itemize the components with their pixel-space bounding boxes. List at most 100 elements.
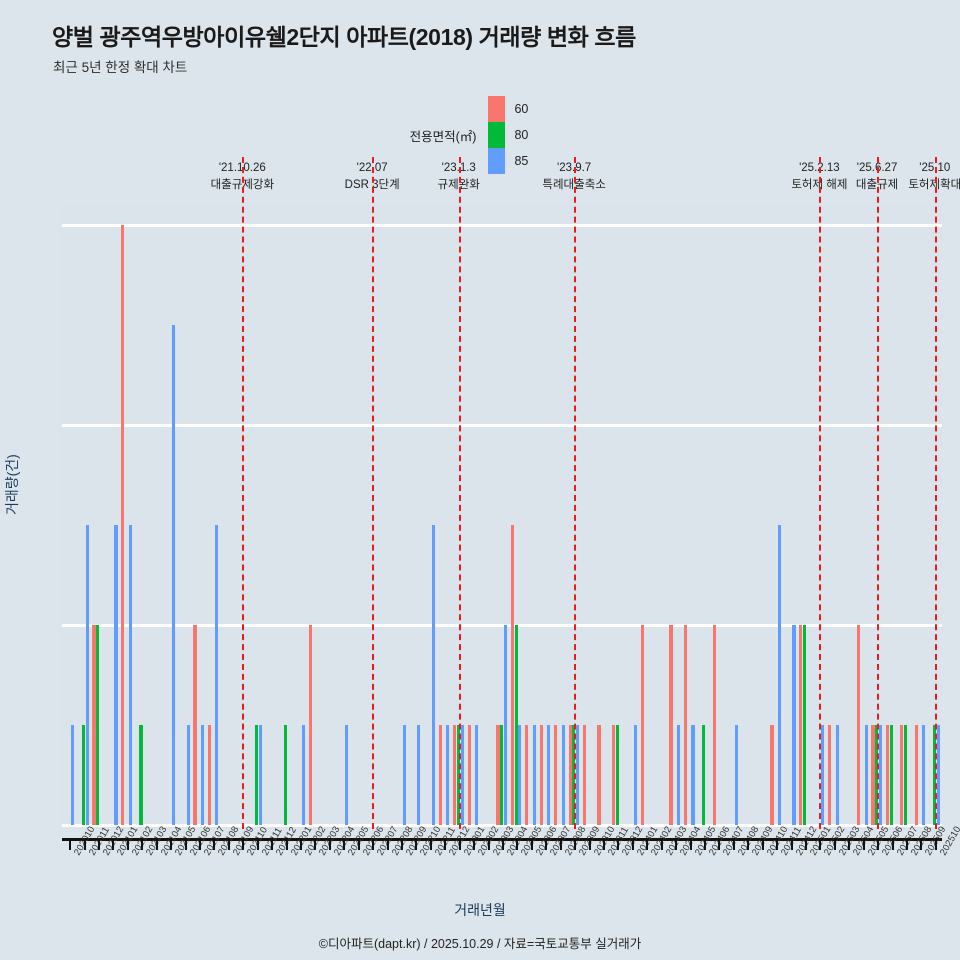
bar-202301-60[interactable] — [453, 725, 457, 825]
bar-202404-85[interactable] — [676, 725, 681, 825]
bar-202306-60[interactable] — [525, 725, 529, 825]
bar-202407-60[interactable] — [712, 625, 716, 825]
bar-202501-60[interactable] — [799, 625, 803, 825]
bar-202405-85[interactable] — [691, 725, 695, 825]
bar-202310-60[interactable] — [582, 725, 587, 825]
bar-202111-85[interactable] — [258, 725, 262, 825]
legend-item-85[interactable]: 85 — [488, 148, 540, 174]
bar-202201-80[interactable] — [283, 725, 287, 825]
x-tick-202305 — [516, 838, 519, 850]
x-tick-202202 — [300, 838, 303, 850]
x-tick-202103 — [141, 838, 144, 850]
bar-202106-85[interactable] — [186, 725, 190, 825]
x-tick-202308 — [559, 838, 562, 850]
bar-202011-85[interactable] — [85, 525, 89, 825]
bar-202108-85[interactable] — [215, 525, 219, 825]
bar-202508-80[interactable] — [904, 725, 908, 825]
bar-202311-60[interactable] — [597, 725, 601, 825]
bar-202212-60[interactable] — [438, 725, 442, 825]
bar-202307-85[interactable] — [547, 725, 551, 825]
bar-202301-85[interactable] — [460, 725, 464, 825]
bar-202502-85[interactable] — [821, 725, 825, 825]
bar-202510-80[interactable] — [932, 725, 937, 825]
x-tick-202112 — [271, 838, 274, 850]
bar-202505-85[interactable] — [864, 725, 868, 825]
bar-202312-80[interactable] — [615, 725, 619, 825]
bar-202306-85[interactable] — [532, 725, 536, 825]
bar-202202-85[interactable] — [301, 725, 306, 825]
bar-202105-85[interactable] — [172, 325, 176, 825]
x-tick-202406 — [703, 838, 706, 850]
bar-202011-80[interactable] — [81, 725, 85, 825]
bar-202503-60[interactable] — [828, 725, 832, 825]
x-tick-202412 — [790, 838, 793, 850]
bar-202111-80[interactable] — [254, 725, 259, 825]
event-line-202301 — [458, 157, 461, 829]
bar-202507-60[interactable] — [885, 725, 890, 825]
bar-202503-85[interactable] — [835, 725, 839, 825]
bar-202412-85[interactable] — [792, 625, 796, 825]
bar-202304-85[interactable] — [503, 625, 508, 825]
bar-202509-85[interactable] — [922, 725, 926, 825]
bar-202309-80[interactable] — [572, 725, 576, 825]
legend-item-60[interactable]: 60 — [488, 96, 540, 122]
bar-202102-60[interactable] — [121, 225, 125, 825]
bar-202411-85[interactable] — [777, 525, 782, 825]
bar-202108-60[interactable] — [207, 725, 211, 825]
bar-202309-85[interactable] — [576, 725, 580, 825]
bar-202107-85[interactable] — [200, 725, 205, 825]
bar-202401-85[interactable] — [633, 725, 637, 825]
gridline-4 — [62, 423, 942, 427]
bar-202212-85[interactable] — [446, 725, 450, 825]
bar-202312-60[interactable] — [611, 725, 615, 825]
bar-202405-60[interactable] — [683, 625, 688, 825]
bar-202404-60[interactable] — [669, 625, 673, 825]
bar-202305-60[interactable] — [510, 525, 514, 825]
x-axis-title: 거래년월 — [454, 902, 506, 918]
bar-202507-80[interactable] — [889, 725, 893, 825]
bar-202103-80[interactable] — [139, 725, 143, 825]
bar-202102-85[interactable] — [128, 525, 132, 825]
bar-202301-80[interactable] — [456, 725, 460, 825]
bar-202308-60[interactable] — [554, 725, 558, 825]
bar-202012-80[interactable] — [96, 625, 100, 825]
bar-202209-85[interactable] — [402, 725, 407, 825]
bar-202506-85[interactable] — [878, 725, 883, 825]
bar-202107-60[interactable] — [193, 625, 197, 825]
bar-202411-60[interactable] — [770, 725, 774, 825]
bar-202304-80[interactable] — [500, 725, 504, 825]
bar-202012-60[interactable] — [92, 625, 96, 825]
x-tick-202109 — [227, 838, 230, 850]
bar-202510-85[interactable] — [936, 725, 940, 825]
bar-202302-60[interactable] — [467, 725, 471, 825]
legend-label-60: 60 — [514, 102, 529, 116]
bar-202506-80[interactable] — [875, 725, 879, 825]
x-tick-202011 — [83, 838, 86, 850]
legend-item-80[interactable]: 80 — [488, 122, 540, 148]
bar-202408-85[interactable] — [734, 725, 738, 825]
bar-202505-60[interactable] — [857, 625, 861, 825]
bar-202308-85[interactable] — [561, 725, 565, 825]
bar-202010-85[interactable] — [71, 725, 75, 825]
bar-202307-60[interactable] — [539, 725, 543, 825]
bar-202203-60[interactable] — [308, 625, 312, 825]
bar-202508-60[interactable] — [900, 725, 904, 825]
bar-202210-85[interactable] — [417, 725, 421, 825]
bar-202304-60[interactable] — [496, 725, 500, 825]
bar-202509-60[interactable] — [914, 725, 918, 825]
x-tick-202306 — [530, 838, 533, 850]
bar-202211-85[interactable] — [431, 525, 435, 825]
bar-202501-80[interactable] — [803, 625, 807, 825]
bar-202305-85[interactable] — [518, 725, 522, 825]
bar-202506-60[interactable] — [871, 725, 875, 825]
bar-202402-60[interactable] — [640, 625, 644, 825]
bar-202101-85[interactable] — [114, 525, 118, 825]
x-tick-202102 — [126, 838, 129, 850]
bar-202302-85[interactable] — [475, 725, 479, 825]
bar-202205-85[interactable] — [345, 725, 349, 825]
bar-202406-80[interactable] — [702, 725, 706, 825]
bar-202309-60[interactable] — [568, 725, 572, 825]
x-tick-202107 — [199, 838, 202, 850]
bar-202305-80[interactable] — [514, 625, 518, 825]
legend-swatch-85 — [488, 148, 506, 174]
